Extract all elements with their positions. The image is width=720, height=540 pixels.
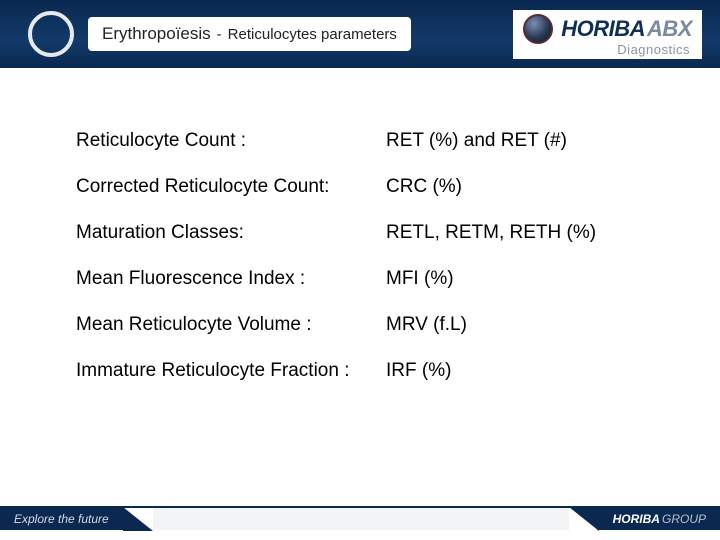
footer-tagline: Explore the future — [0, 508, 123, 530]
title-separator: - — [217, 26, 222, 43]
brand-diagnostics: Diagnostics — [617, 42, 690, 57]
param-label: Maturation Classes: — [76, 222, 386, 244]
param-value: MRV (f.L) — [386, 314, 680, 336]
param-value: IRF (%) — [386, 360, 680, 382]
param-label: Mean Fluorescence Index : — [76, 268, 386, 290]
brand-logo-row: HORIBA ABX — [523, 14, 692, 44]
brand-horiba: HORIBA — [561, 16, 645, 42]
brand-abx: ABX — [647, 16, 692, 42]
footer-sweep-icon — [123, 507, 153, 531]
param-label: Mean Reticulocyte Volume : — [76, 314, 386, 336]
brand-wordmark: HORIBA ABX — [561, 16, 692, 42]
param-row: Maturation Classes: RETL, RETM, RETH (%) — [76, 222, 680, 244]
param-value: MFI (%) — [386, 268, 680, 290]
param-label: Immature Reticulocyte Fraction : — [76, 360, 386, 382]
param-label: Reticulocyte Count : — [76, 130, 386, 152]
param-row: Mean Reticulocyte Volume : MRV (f.L) — [76, 314, 680, 336]
footer-brand: HORIBA GROUP — [599, 508, 720, 530]
footer-mid — [153, 508, 569, 530]
brand-logo: HORIBA ABX Diagnostics — [513, 10, 702, 59]
footer-brand-group: GROUP — [662, 512, 706, 526]
param-row: Reticulocyte Count : RET (%) and RET (#) — [76, 130, 680, 152]
param-row: Immature Reticulocyte Fraction : IRF (%) — [76, 360, 680, 382]
title-main: Erythropoïesis — [102, 24, 211, 44]
param-label: Corrected Reticulocyte Count: — [76, 176, 386, 198]
param-row: Mean Fluorescence Index : MFI (%) — [76, 268, 680, 290]
slide-footer: Explore the future HORIBA GROUP — [0, 506, 720, 530]
content-area: Reticulocyte Count : RET (%) and RET (#)… — [0, 68, 720, 382]
param-value: RETL, RETM, RETH (%) — [386, 222, 680, 244]
title-pill: Erythropoïesis - Reticulocytes parameter… — [88, 17, 411, 51]
slide-header: Erythropoïesis - Reticulocytes parameter… — [0, 0, 720, 68]
param-value: RET (%) and RET (#) — [386, 130, 680, 152]
param-row: Corrected Reticulocyte Count: CRC (%) — [76, 176, 680, 198]
footer-brand-name: HORIBA — [613, 512, 660, 526]
title-sub: Reticulocytes parameters — [228, 26, 397, 43]
globe-icon — [523, 14, 553, 44]
ring-icon — [28, 11, 74, 57]
footer-sweep-icon — [569, 507, 599, 531]
param-value: CRC (%) — [386, 176, 680, 198]
